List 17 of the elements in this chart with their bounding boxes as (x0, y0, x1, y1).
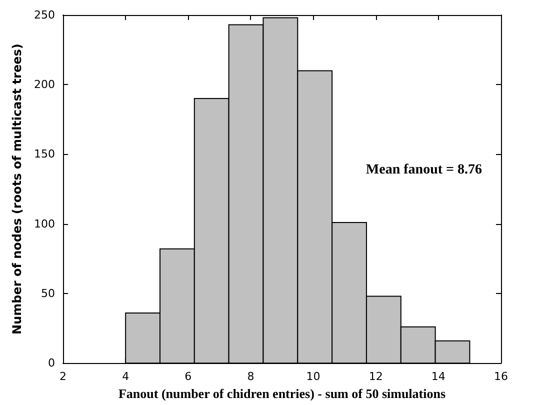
y-tick-label: 200 (34, 78, 55, 92)
x-axis-title: Fanout (number of chidren entries) - sum of 50 simulations (118, 386, 446, 401)
y-tick-label: 50 (41, 286, 55, 300)
x-tick-label: 10 (306, 370, 320, 384)
x-tick-label: 6 (184, 370, 192, 384)
y-tick-label: 250 (34, 8, 55, 22)
x-tick-label: 12 (368, 370, 383, 384)
x-tick-label: 8 (247, 370, 254, 384)
x-tick-label: 4 (122, 370, 130, 384)
x-tick-label: 16 (494, 370, 508, 384)
y-tick-label: 0 (48, 356, 55, 370)
y-tick-label: 100 (34, 217, 55, 230)
y-axis-title: Number of nodes (roots of multicast trees) (10, 44, 24, 334)
y-tick-label: 150 (34, 148, 55, 161)
x-tick-label: 14 (431, 370, 446, 384)
annotation: Mean fanout = 8.76 (366, 162, 482, 178)
x-tick-label: 2 (60, 370, 66, 384)
